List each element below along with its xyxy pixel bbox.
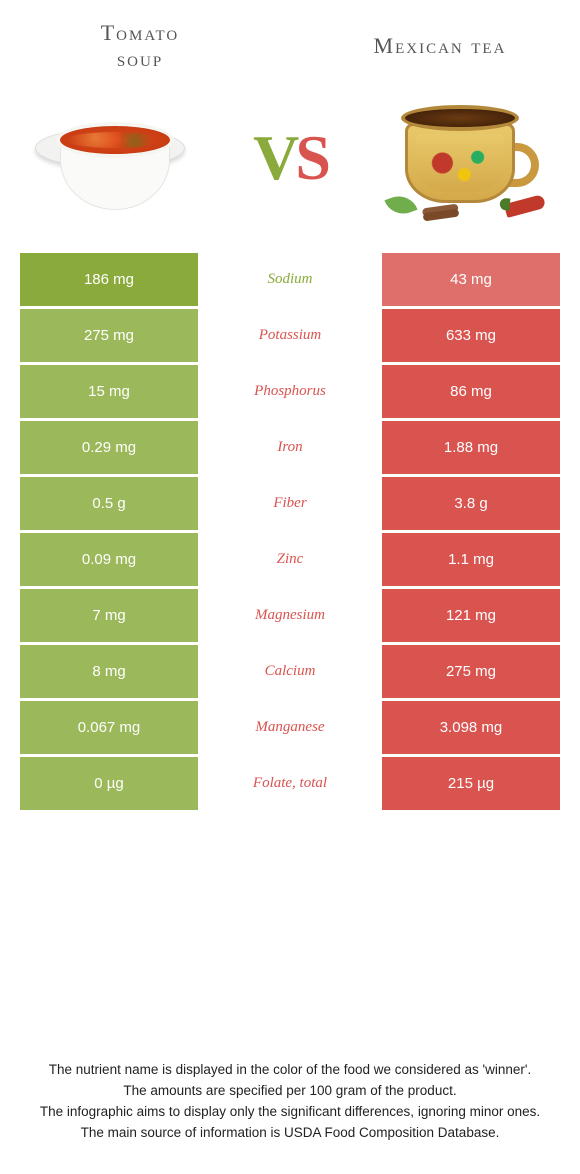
tomato-soup-image (30, 93, 200, 223)
vs-v: V (253, 122, 295, 193)
table-row: 0.067 mgManganese3.098 mg (20, 701, 560, 754)
table-row: 0.29 mgIron1.88 mg (20, 421, 560, 474)
left-value: 0.09 mg (20, 533, 198, 586)
images-row: VS (0, 83, 580, 243)
right-value: 3.098 mg (382, 701, 560, 754)
table-row: 0.5 gFiber3.8 g (20, 477, 560, 530)
right-value: 1.88 mg (382, 421, 560, 474)
left-food-title: Tomato soup (40, 20, 240, 73)
header: Tomato soup Mexican tea (0, 0, 580, 83)
nutrient-name: Folate, total (198, 757, 382, 810)
left-title-line1: Tomato (101, 20, 180, 45)
right-value: 215 µg (382, 757, 560, 810)
nutrient-name: Zinc (198, 533, 382, 586)
left-value: 275 mg (20, 309, 198, 362)
table-row: 7 mgMagnesium121 mg (20, 589, 560, 642)
footer-line: The infographic aims to display only the… (20, 1102, 560, 1123)
footer-notes: The nutrient name is displayed in the co… (0, 1060, 580, 1144)
left-value: 0 µg (20, 757, 198, 810)
nutrient-name: Fiber (198, 477, 382, 530)
right-value: 86 mg (382, 365, 560, 418)
left-value: 0.5 g (20, 477, 198, 530)
left-title-line2: soup (117, 46, 163, 71)
footer-line: The main source of information is USDA F… (20, 1123, 560, 1144)
mexican-tea-image (380, 93, 550, 223)
right-value: 43 mg (382, 253, 560, 306)
right-value: 121 mg (382, 589, 560, 642)
table-row: 0 µgFolate, total215 µg (20, 757, 560, 810)
left-value: 15 mg (20, 365, 198, 418)
right-value: 275 mg (382, 645, 560, 698)
nutrient-name: Sodium (198, 253, 382, 306)
left-value: 186 mg (20, 253, 198, 306)
vs-s: S (295, 122, 327, 193)
nutrient-name: Manganese (198, 701, 382, 754)
vs-label: VS (253, 121, 327, 195)
right-value: 1.1 mg (382, 533, 560, 586)
table-row: 15 mgPhosphorus86 mg (20, 365, 560, 418)
right-value: 3.8 g (382, 477, 560, 530)
left-value: 0.067 mg (20, 701, 198, 754)
nutrient-name: Magnesium (198, 589, 382, 642)
nutrient-name: Potassium (198, 309, 382, 362)
nutrient-comparison-table: 186 mgSodium43 mg275 mgPotassium633 mg15… (20, 253, 560, 810)
left-value: 7 mg (20, 589, 198, 642)
table-row: 275 mgPotassium633 mg (20, 309, 560, 362)
table-row: 8 mgCalcium275 mg (20, 645, 560, 698)
footer-line: The amounts are specified per 100 gram o… (20, 1081, 560, 1102)
right-food-title: Mexican tea (340, 33, 540, 59)
table-row: 0.09 mgZinc1.1 mg (20, 533, 560, 586)
footer-line: The nutrient name is displayed in the co… (20, 1060, 560, 1081)
nutrient-name: Phosphorus (198, 365, 382, 418)
nutrient-name: Calcium (198, 645, 382, 698)
table-row: 186 mgSodium43 mg (20, 253, 560, 306)
left-value: 0.29 mg (20, 421, 198, 474)
left-value: 8 mg (20, 645, 198, 698)
right-value: 633 mg (382, 309, 560, 362)
nutrient-name: Iron (198, 421, 382, 474)
